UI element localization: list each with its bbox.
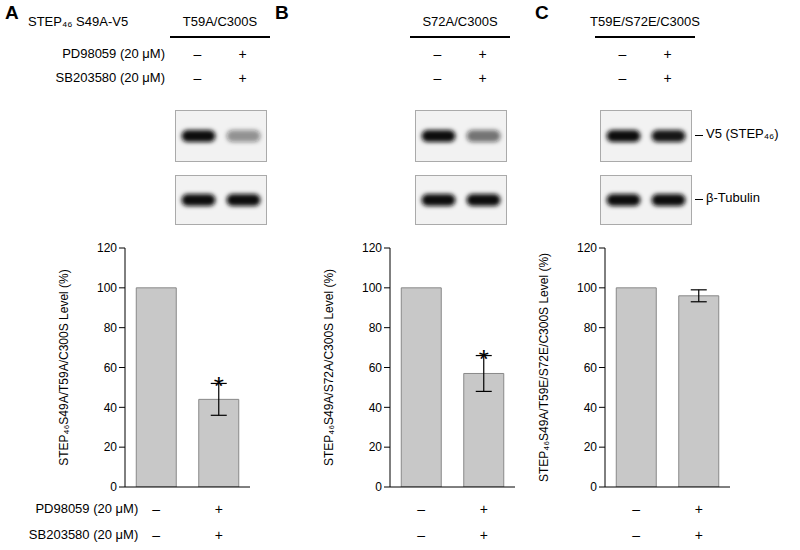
html-text:V5 (STEP₄₆): V5 (STEP₄₆) — [706, 126, 779, 141]
html-text:PD98059 (20 μM): PD98059 (20 μM) — [62, 46, 165, 61]
svg-text:40: 40 — [584, 401, 598, 415]
svg-text:STEP₄₆S49A/S72A/C300S Level (%: STEP₄₆S49A/S72A/C300S Level (%) — [322, 269, 336, 466]
svg-text:*: * — [214, 371, 224, 401]
svg-text:60: 60 — [104, 361, 118, 375]
html-text:PD98059 (20 μM): PD98059 (20 μM) — [35, 501, 139, 516]
svg-text:60: 60 — [369, 361, 383, 375]
svg-text:100: 100 — [362, 281, 382, 295]
svg-text:20: 20 — [104, 440, 118, 454]
svg-text:20: 20 — [584, 440, 598, 454]
svg-text:80: 80 — [369, 321, 383, 335]
html-text:T59A/C300S: T59A/C300S — [182, 14, 258, 29]
svg-text:80: 80 — [584, 321, 598, 335]
html-text:STEP₄₆ S49A-V5: STEP₄₆ S49A-V5 — [28, 14, 129, 29]
svg-text:40: 40 — [369, 401, 383, 415]
svg-text:*: * — [479, 344, 489, 374]
svg-text:STEP₄₆S49A/T59A/C300S Level (%: STEP₄₆S49A/T59A/C300S Level (%) — [57, 269, 71, 466]
svg-text:STEP₄₆S49A/T59E/S72E/C300S Lev: STEP₄₆S49A/T59E/S72E/C300S Level (%) — [537, 253, 551, 482]
html-text:SB203580 (20 μM): SB203580 (20 μM) — [28, 527, 139, 542]
svg-text:100: 100 — [577, 281, 597, 295]
svg-text:120: 120 — [97, 241, 117, 255]
html-text:B: B — [275, 2, 289, 23]
svg-text:20: 20 — [369, 440, 383, 454]
svg-text:0: 0 — [110, 480, 117, 494]
html-text:SB203580 (20 μM): SB203580 (20 μM) — [55, 70, 165, 85]
svg-text:40: 40 — [104, 401, 118, 415]
svg-text:120: 120 — [577, 241, 597, 255]
html-text:T59E/S72E/C300S: T59E/S72E/C300S — [590, 14, 700, 29]
svg-text:0: 0 — [590, 480, 597, 494]
svg-text:100: 100 — [97, 281, 117, 295]
html-text:C: C — [535, 2, 549, 23]
html-text:A: A — [5, 2, 19, 23]
svg-text:120: 120 — [362, 241, 382, 255]
html-text:β-Tubulin: β-Tubulin — [706, 190, 760, 205]
svg-text:0: 0 — [375, 480, 382, 494]
html-text:S72A/C300S: S72A/C300S — [422, 14, 498, 29]
svg-text:80: 80 — [104, 321, 118, 335]
svg-text:60: 60 — [584, 361, 598, 375]
